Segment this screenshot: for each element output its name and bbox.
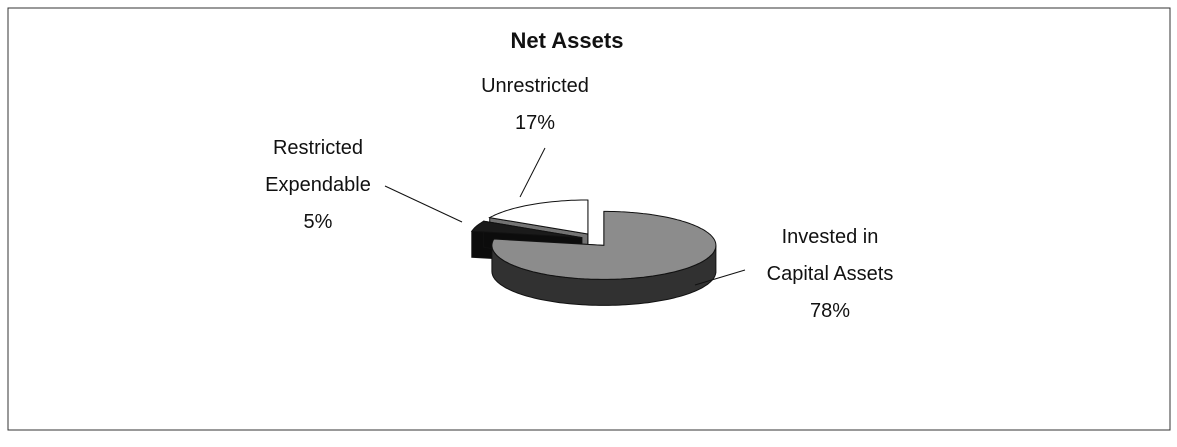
slice-label: Invested in Capital Assets: [766, 226, 894, 285]
slice: [488, 199, 589, 235]
leader-line: [694, 269, 746, 286]
slice-value-label: 5%: [303, 211, 333, 233]
chart-frame: [7, 7, 1171, 431]
slice-label: Unrestricted: [481, 75, 589, 97]
slice: [491, 210, 717, 280]
slice-value-label: 17%: [514, 112, 556, 134]
slice: [470, 220, 582, 239]
leader-line: [384, 185, 463, 223]
slice-value-label: 78%: [809, 300, 851, 322]
leader-line: [519, 147, 546, 198]
chart-title: Net Assets: [510, 28, 624, 53]
slice-label: Restricted Expendable: [265, 137, 371, 196]
pie: [470, 199, 717, 306]
